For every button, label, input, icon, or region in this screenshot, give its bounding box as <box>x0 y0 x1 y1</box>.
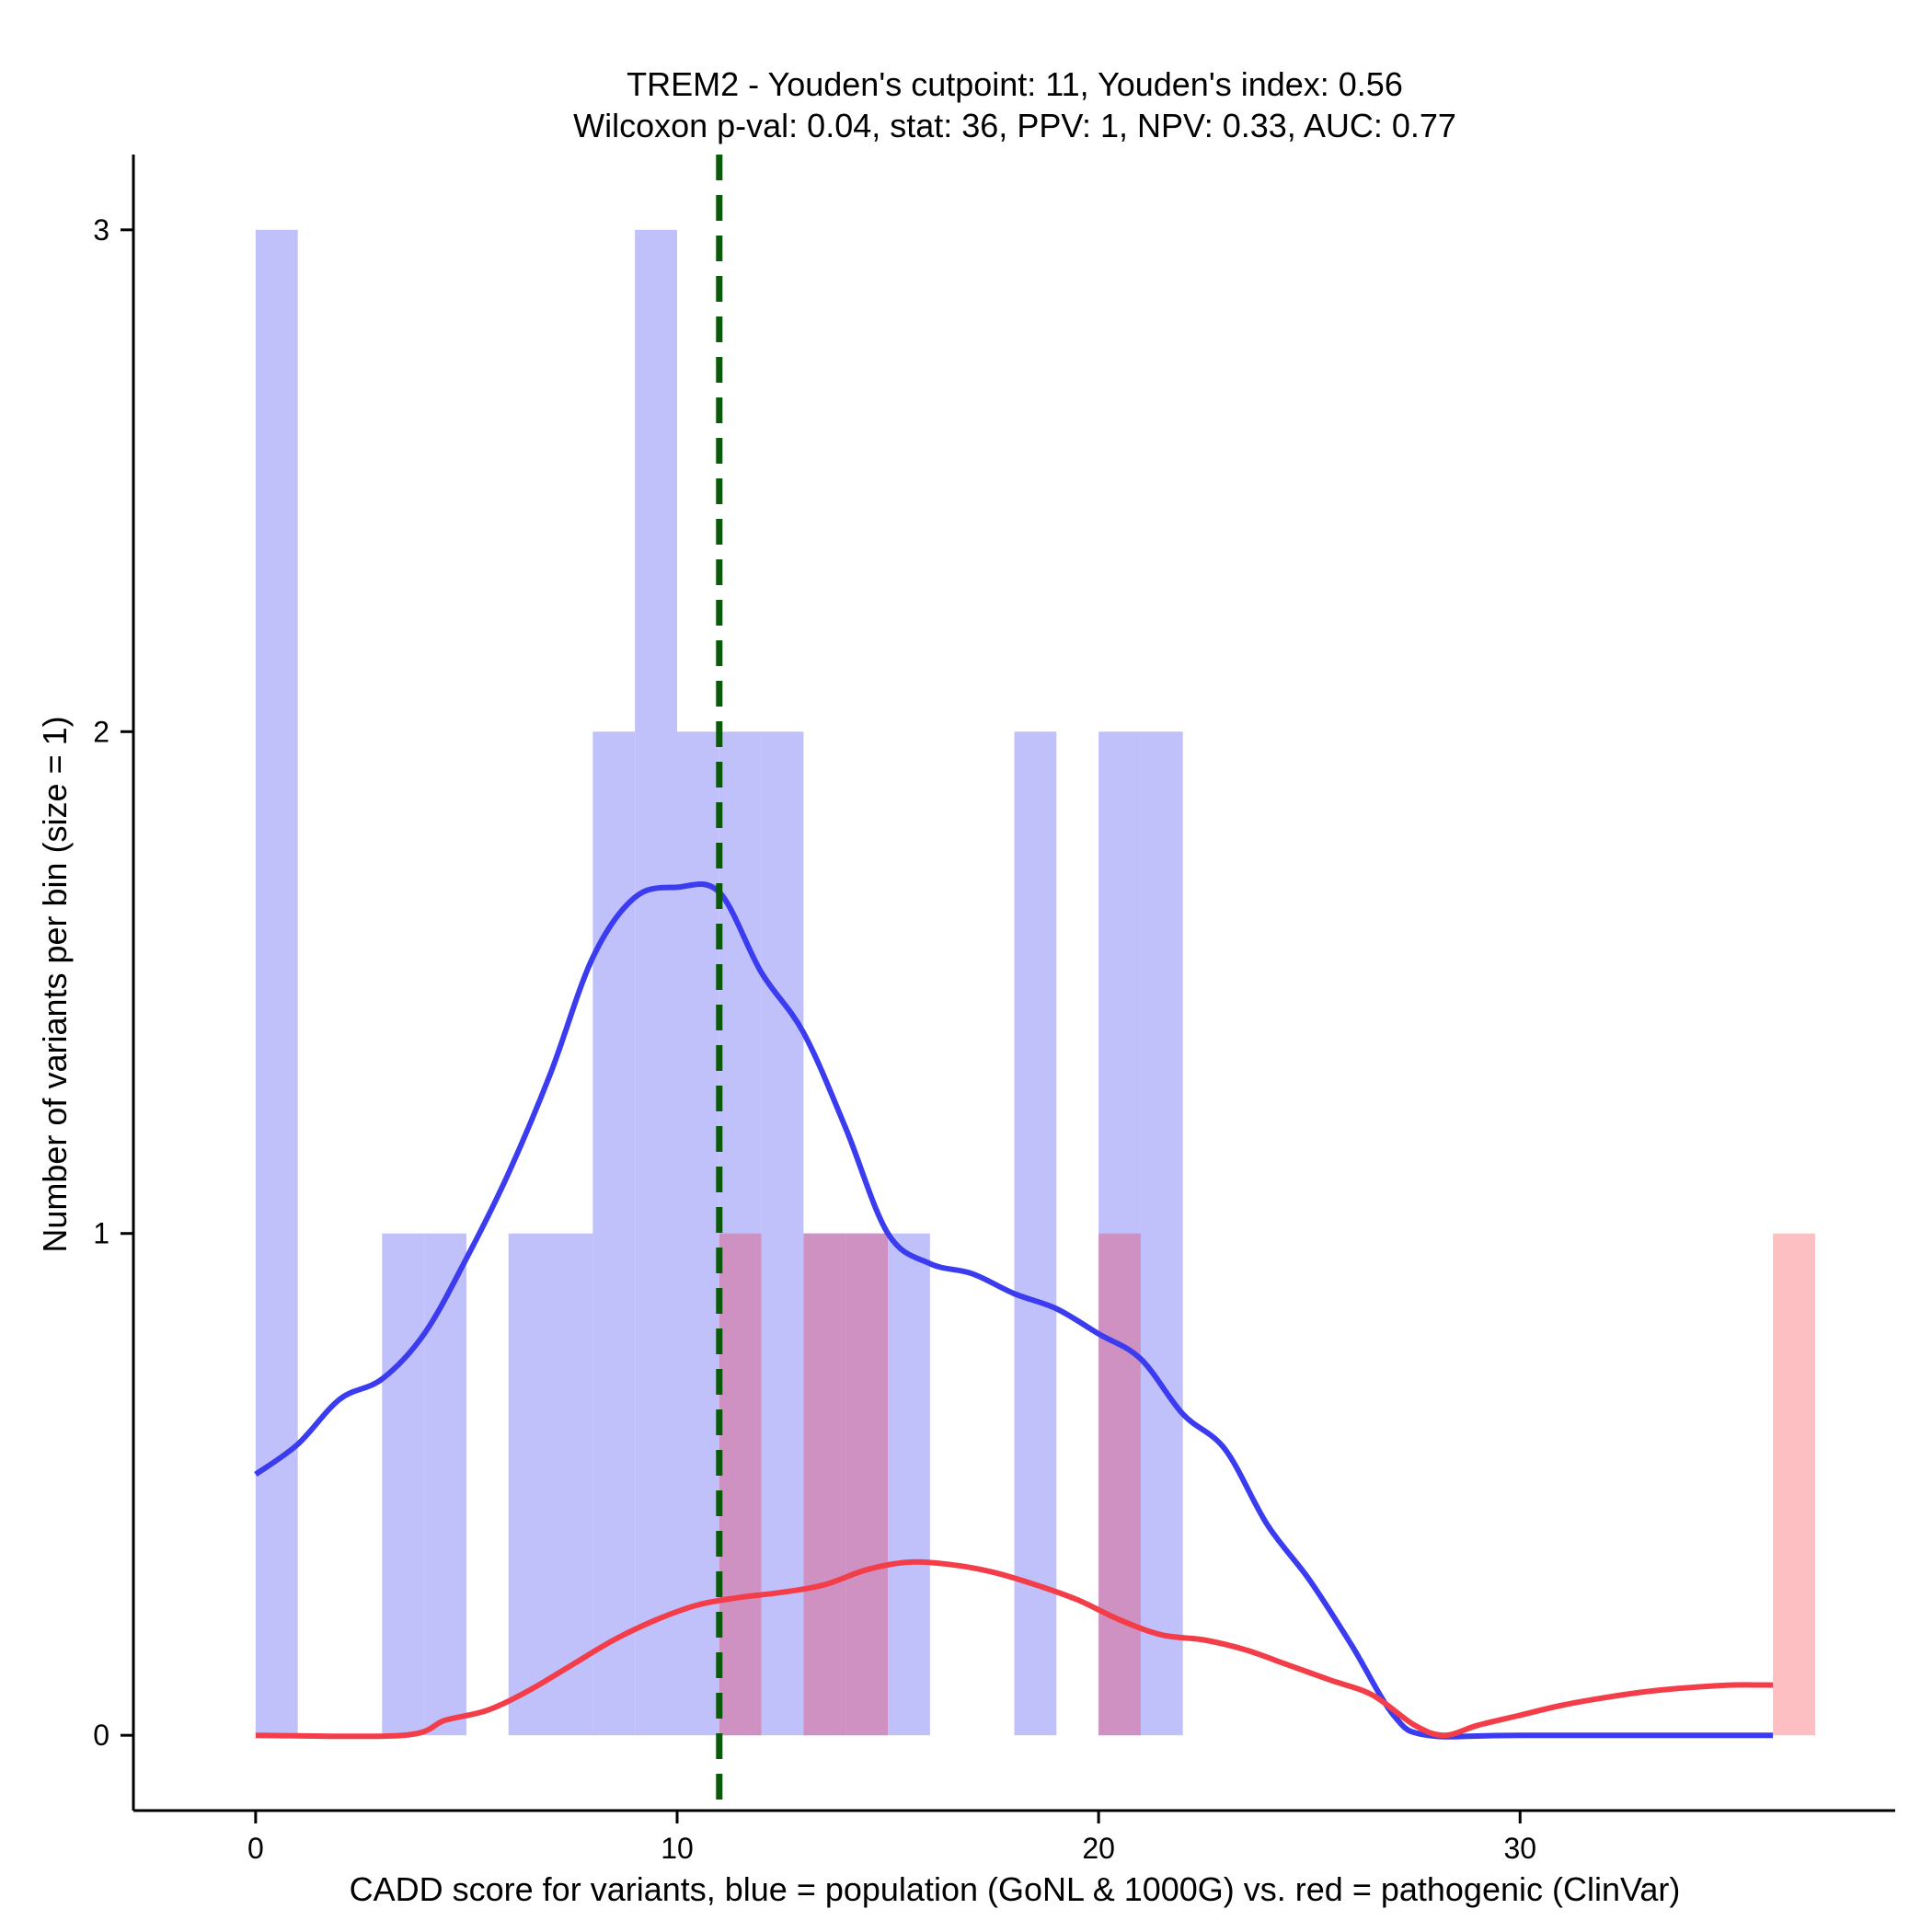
x-tick-label: 10 <box>661 1832 694 1865</box>
pathogenic-bar <box>1773 1233 1815 1736</box>
population-bar <box>1140 731 1183 1736</box>
chart-title-line-1: TREM2 - Youden's cutpoint: 11, Youden's … <box>627 65 1403 103</box>
y-tick-label: 1 <box>93 1217 109 1250</box>
pathogenic-density-line <box>255 1558 1774 1740</box>
y-tick-label: 3 <box>93 213 109 247</box>
overlap-bar <box>1098 1233 1141 1736</box>
population-bar <box>508 1233 551 1736</box>
population-bar <box>676 731 719 1736</box>
plot-area: 0 10 20 30 0 1 2 3 <box>93 155 1895 1865</box>
overlap-bar <box>845 1233 889 1736</box>
population-bar <box>761 731 804 1736</box>
population-bar <box>382 1233 425 1736</box>
overlap-bar <box>803 1233 846 1736</box>
population-bar <box>592 731 636 1736</box>
x-axis-label: CADD score for variants, blue = populati… <box>350 1870 1681 1908</box>
x-tick-label: 0 <box>247 1832 264 1865</box>
population-density-line <box>254 880 1774 1740</box>
population-bar <box>550 1233 593 1736</box>
population-bar <box>635 229 677 1736</box>
y-tick-label: 0 <box>93 1719 109 1752</box>
population-bar <box>424 1233 466 1736</box>
x-tick-label: 30 <box>1503 1832 1536 1865</box>
population-bar <box>1014 731 1057 1736</box>
y-axis-label: Number of variants per bin (size = 1) <box>36 716 74 1252</box>
x-tick-label: 20 <box>1082 1832 1115 1865</box>
population-bar <box>255 229 298 1736</box>
population-bar <box>888 1233 930 1736</box>
y-tick-label: 2 <box>93 715 109 748</box>
overlap-bar <box>719 1233 762 1736</box>
chart-title-line-2: Wilcoxon p-val: 0.04, stat: 36, PPV: 1, … <box>573 107 1456 144</box>
